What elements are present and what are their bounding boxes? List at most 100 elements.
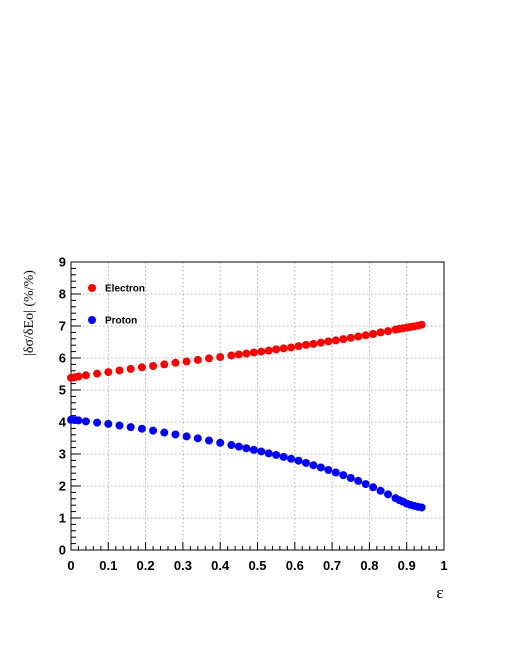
data-point-electron bbox=[126, 364, 135, 373]
data-point-electron bbox=[376, 328, 385, 337]
data-point-proton bbox=[249, 445, 258, 454]
x-tick-label: 0.7 bbox=[323, 558, 341, 573]
grid-lines bbox=[71, 262, 444, 550]
data-point-proton bbox=[126, 423, 135, 432]
data-points bbox=[67, 320, 426, 512]
y-tick-label: 4 bbox=[59, 415, 67, 430]
data-point-proton bbox=[316, 463, 325, 472]
data-point-electron bbox=[205, 354, 214, 363]
y-axis-title: |δσ/δEo| (%/%) bbox=[22, 270, 37, 356]
data-point-proton bbox=[193, 434, 202, 443]
x-tick-label: 0.8 bbox=[360, 558, 378, 573]
x-tick-label: 1 bbox=[440, 558, 447, 573]
x-tick-label: 0.2 bbox=[137, 558, 155, 573]
data-point-proton bbox=[331, 468, 340, 477]
y-tick-label: 0 bbox=[59, 543, 66, 558]
data-point-proton bbox=[74, 416, 83, 425]
legend: Electron Proton bbox=[88, 284, 145, 327]
data-point-proton bbox=[339, 471, 348, 480]
axis-ticks: 0 0.1 0.2 0.3 0.4 0.5 0.6 0.7 0.8 0.9 1 0 1 2 3 4 5 6 7 8 9 bbox=[59, 255, 448, 574]
data-point-proton bbox=[346, 474, 355, 482]
data-point-proton bbox=[324, 466, 333, 474]
data-point-electron bbox=[361, 331, 370, 340]
data-point-proton bbox=[227, 441, 236, 450]
data-point-electron bbox=[354, 332, 363, 341]
data-point-proton bbox=[234, 442, 243, 451]
data-point-proton bbox=[104, 419, 113, 428]
data-point-electron bbox=[346, 333, 355, 342]
data-point-electron bbox=[149, 362, 158, 370]
x-axis-title: ε bbox=[436, 583, 443, 602]
data-point-proton bbox=[361, 480, 370, 489]
data-point-electron bbox=[309, 339, 318, 348]
data-point-electron bbox=[137, 363, 146, 372]
data-point-proton bbox=[384, 490, 393, 499]
y-tick-label: 3 bbox=[59, 447, 66, 462]
data-point-electron bbox=[160, 360, 169, 369]
data-point-electron bbox=[93, 369, 102, 378]
data-point-proton bbox=[160, 428, 169, 437]
data-point-electron bbox=[339, 335, 348, 344]
data-point-proton bbox=[376, 486, 385, 495]
data-point-electron bbox=[257, 347, 266, 356]
data-point-proton bbox=[149, 426, 158, 435]
legend-label-electron: Electron bbox=[105, 284, 145, 295]
x-tick-label: 0.9 bbox=[398, 558, 416, 573]
data-point-electron bbox=[287, 343, 296, 352]
data-point-proton bbox=[205, 436, 214, 445]
data-point-electron bbox=[104, 368, 113, 377]
data-point-electron bbox=[227, 351, 236, 360]
y-tick-label: 1 bbox=[59, 511, 66, 526]
data-point-electron bbox=[272, 345, 281, 354]
y-tick-label: 7 bbox=[59, 319, 66, 334]
data-point-proton bbox=[137, 424, 146, 433]
data-point-proton bbox=[115, 421, 124, 430]
y-tick-label: 5 bbox=[59, 383, 66, 398]
x-tick-label: 0.6 bbox=[286, 558, 304, 573]
data-point-proton bbox=[264, 449, 273, 458]
data-point-electron bbox=[193, 355, 202, 364]
data-point-electron bbox=[294, 342, 303, 351]
y-tick-label: 6 bbox=[59, 351, 66, 366]
data-point-electron bbox=[234, 350, 243, 359]
data-point-electron bbox=[316, 338, 325, 347]
data-point-proton bbox=[93, 418, 102, 427]
legend-label-proton: Proton bbox=[105, 316, 137, 327]
data-point-proton bbox=[417, 503, 426, 512]
data-point-electron bbox=[182, 357, 191, 366]
data-point-electron bbox=[384, 327, 393, 336]
data-point-electron bbox=[115, 366, 124, 375]
data-point-electron bbox=[264, 346, 273, 355]
data-point-proton bbox=[354, 476, 363, 485]
x-tick-label: 0.4 bbox=[211, 558, 230, 573]
data-point-proton bbox=[216, 438, 225, 447]
data-point-proton bbox=[171, 430, 180, 439]
y-tick-label: 2 bbox=[59, 479, 66, 494]
data-point-electron bbox=[324, 337, 333, 346]
data-point-electron bbox=[216, 353, 225, 362]
x-tick-label: 0.3 bbox=[174, 558, 192, 573]
y-tick-label: 9 bbox=[59, 255, 66, 270]
legend-marker-proton bbox=[88, 316, 96, 324]
data-point-proton bbox=[182, 432, 191, 441]
data-point-proton bbox=[279, 452, 288, 461]
data-point-electron bbox=[417, 320, 426, 329]
data-point-proton bbox=[369, 483, 378, 492]
data-point-proton bbox=[287, 454, 296, 463]
data-point-electron bbox=[249, 348, 258, 357]
data-point-electron bbox=[331, 336, 340, 345]
data-point-proton bbox=[294, 456, 303, 465]
data-point-proton bbox=[81, 417, 90, 426]
x-tick-label: 0 bbox=[67, 558, 74, 573]
data-point-electron bbox=[242, 349, 251, 358]
legend-marker-electron bbox=[88, 284, 96, 292]
data-point-electron bbox=[74, 372, 83, 381]
data-point-electron bbox=[279, 344, 288, 353]
data-point-electron bbox=[171, 358, 180, 367]
data-point-proton bbox=[309, 461, 318, 470]
data-point-proton bbox=[257, 447, 266, 456]
data-point-proton bbox=[301, 458, 310, 467]
x-tick-label: 0.5 bbox=[248, 558, 266, 573]
data-point-electron bbox=[81, 371, 90, 380]
